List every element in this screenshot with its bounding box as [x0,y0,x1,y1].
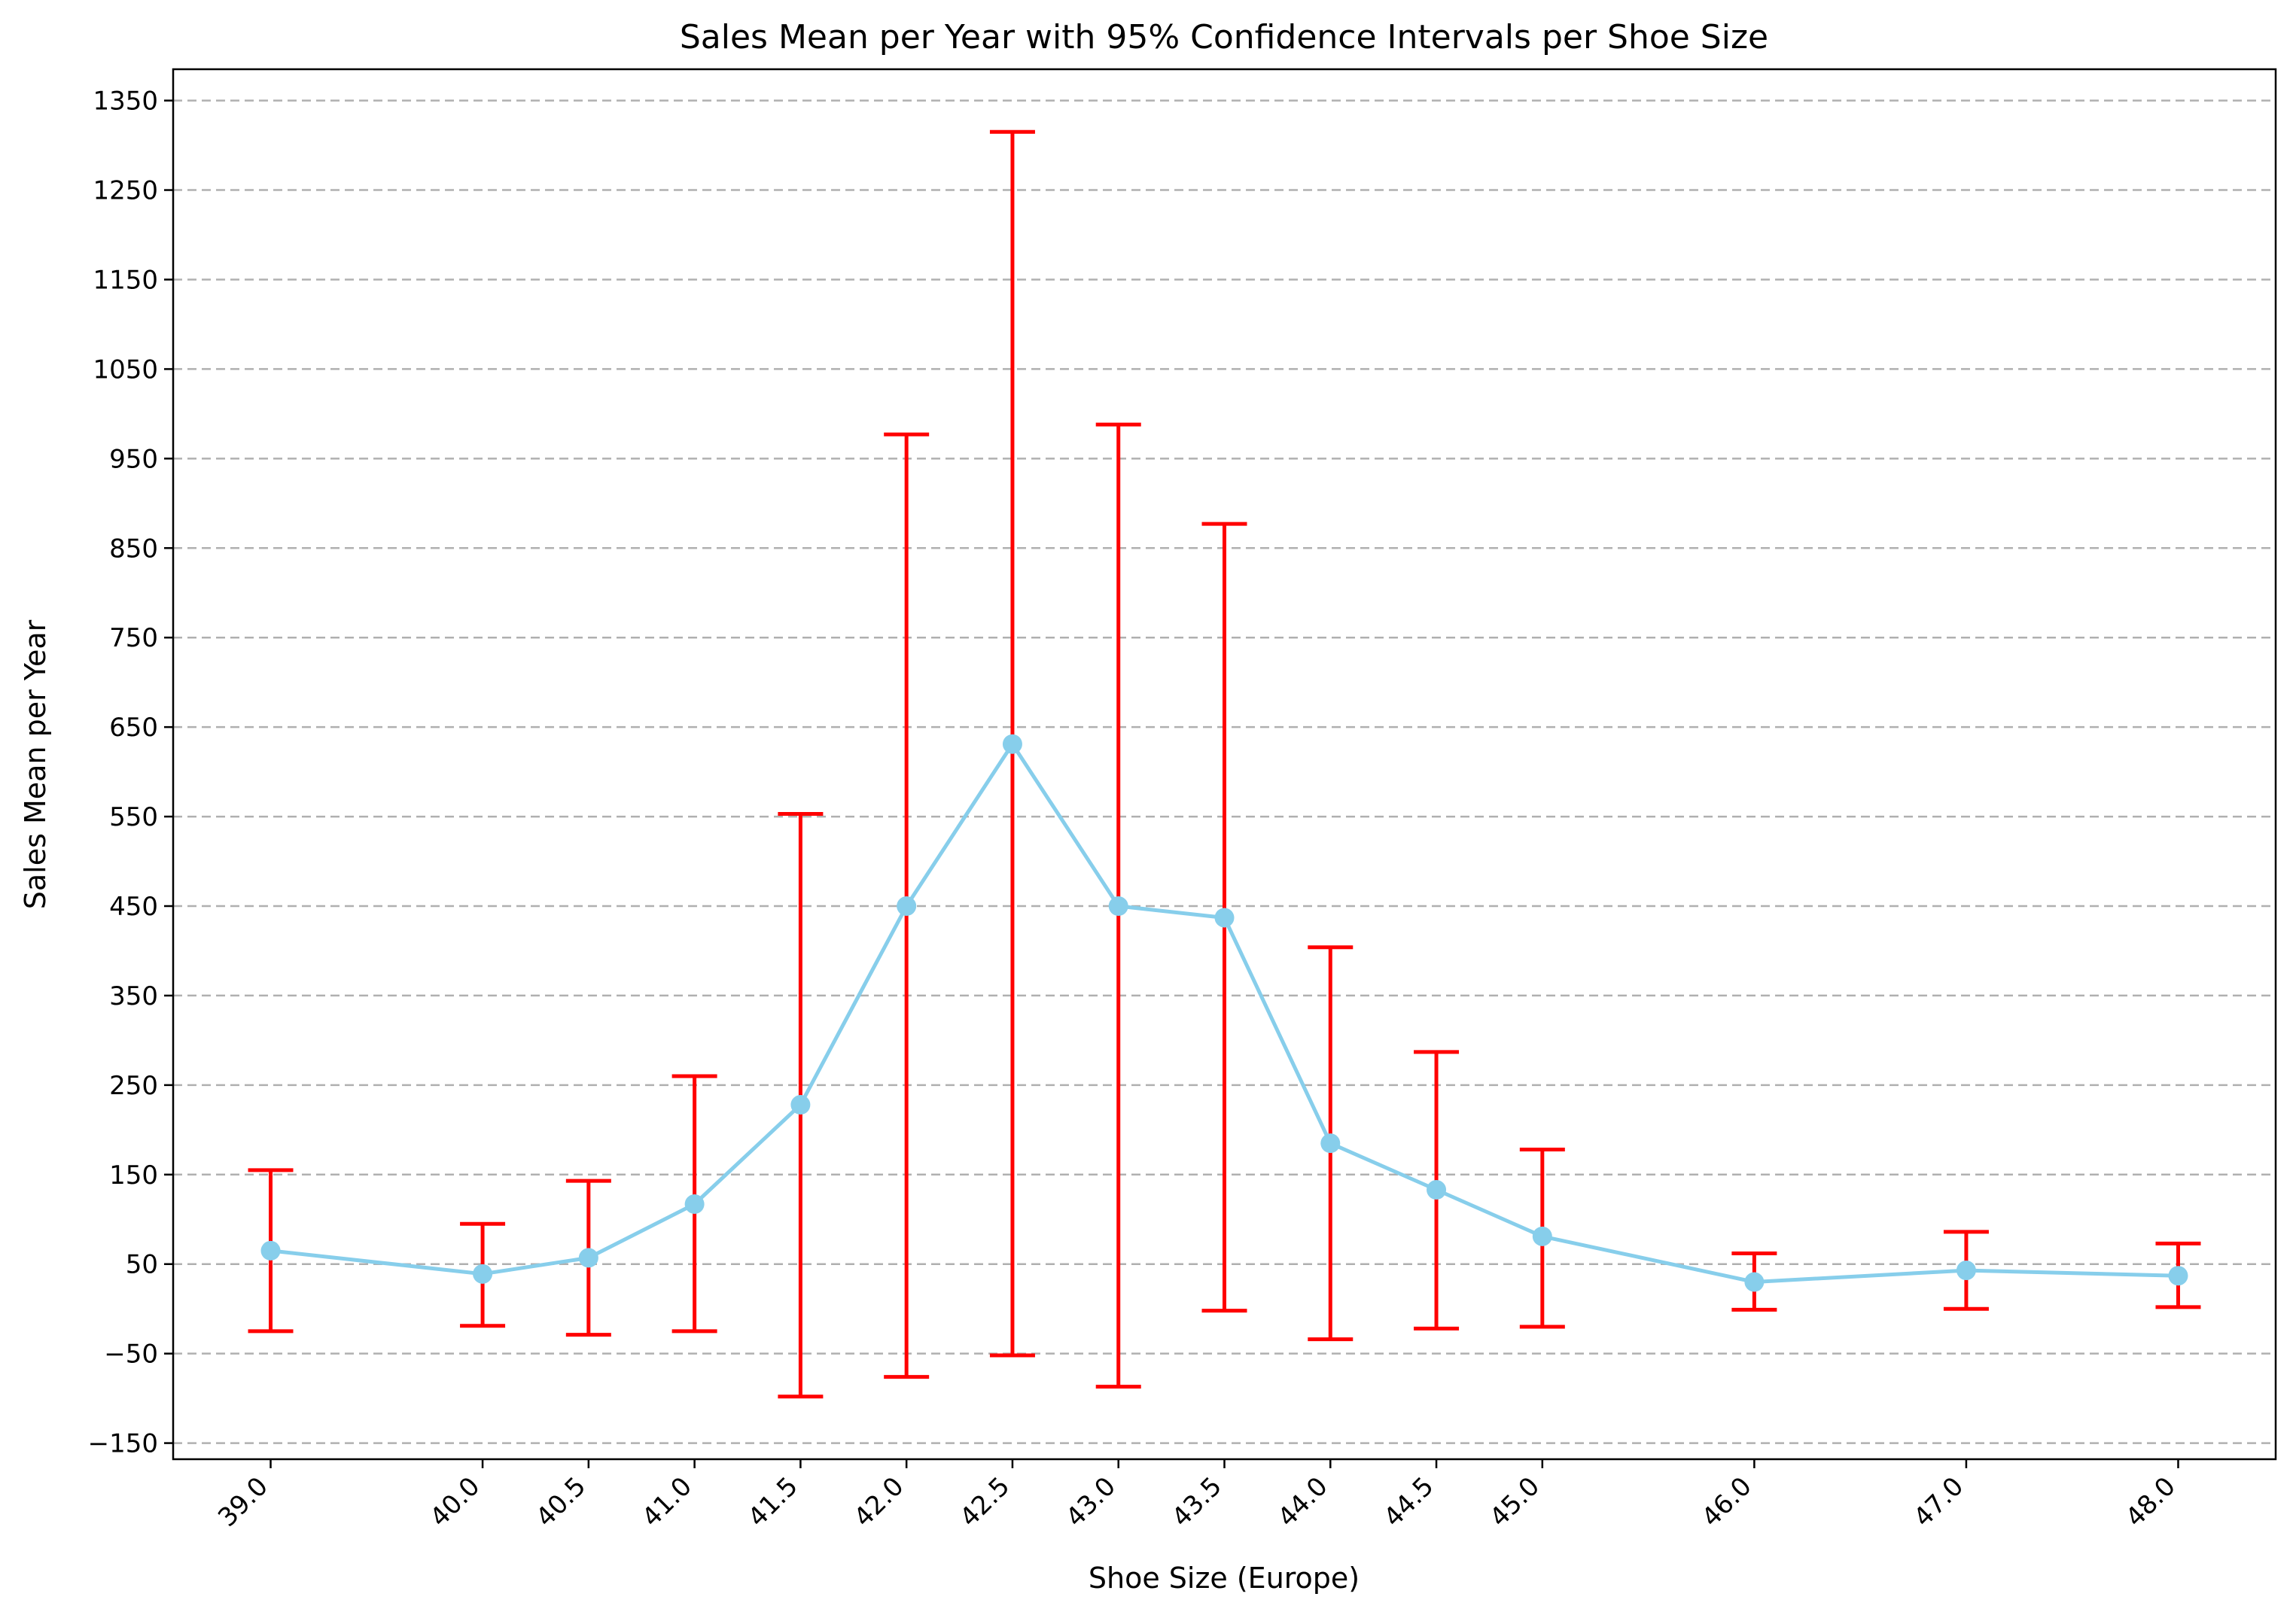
y-tick-label: 350 [109,981,158,1011]
data-point [1744,1272,1765,1292]
data-point [473,1264,493,1284]
data-point [1956,1261,1976,1281]
data-point [1427,1180,1447,1200]
y-tick-label: 1150 [93,265,158,295]
data-point [1532,1226,1552,1246]
y-axis-label: Sales Mean per Year [19,619,52,909]
y-axis-ticks: −150 −50 50 150 250 350 450 550 650 750 850 950 1050… [88,87,173,1459]
data-point [1214,908,1235,928]
y-tick-label: −50 [104,1340,158,1370]
data-point [1108,896,1128,917]
error-bars [248,129,2201,1399]
y-tick-label: 1050 [93,354,158,385]
y-tick-label: 1350 [93,87,158,117]
data-markers [260,734,2188,1292]
chart-title: Sales Mean per Year with 95% Confidence … [680,18,1768,56]
data-point [1320,1133,1341,1154]
y-tick-label: 50 [126,1250,158,1280]
data-point [260,1240,281,1261]
y-tick-label: 650 [109,713,158,743]
y-tick-label: 550 [109,802,158,832]
y-tick-label: 450 [109,892,158,922]
x-axis-label: Shoe Size (Europe) [1089,1562,1360,1595]
y-tick-label: 950 [109,444,158,474]
data-point [2168,1266,2188,1286]
y-tick-label: 250 [109,1071,158,1101]
data-point [684,1194,705,1215]
data-point [790,1095,811,1115]
y-tick-label: 1250 [93,176,158,206]
y-tick-label: 150 [109,1160,158,1191]
y-tick-label: −150 [88,1429,158,1459]
data-point [897,896,917,917]
data-point [578,1248,598,1268]
data-point [1002,734,1022,754]
y-tick-label: 850 [109,534,158,564]
y-tick-label: 750 [109,623,158,653]
